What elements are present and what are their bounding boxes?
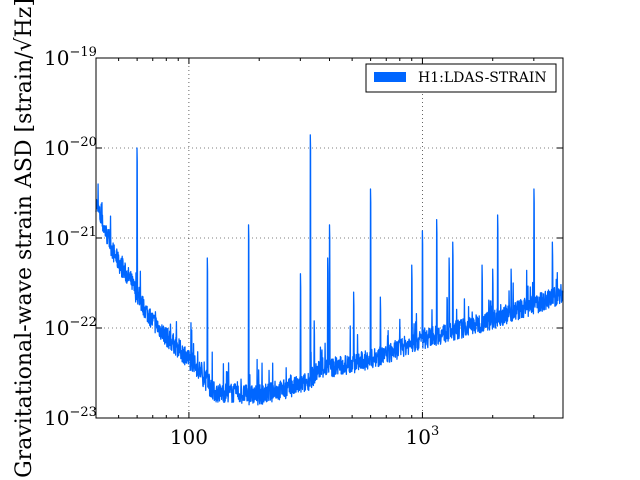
y-tick-label: 10−19 [44, 45, 97, 70]
x-tick-labels: 100 103 [170, 424, 439, 449]
legend: H1:LDAS-STRAIN [365, 63, 557, 93]
y-tick-label: 10−21 [44, 225, 97, 250]
x-tick-label: 100 [170, 425, 208, 449]
legend-label: H1:LDAS-STRAIN [418, 70, 547, 86]
y-tick-label: 10−22 [44, 315, 97, 340]
y-tick-label: 10−20 [44, 135, 97, 160]
y-tick-labels: 10−23 10−22 10−21 10−20 10−19 [44, 45, 97, 430]
strain-asd-line [95, 134, 564, 406]
plot-frame [95, 57, 564, 419]
legend-swatch [374, 72, 406, 82]
y-tick-label: 10−23 [44, 405, 97, 430]
y-axis-title: Gravitational-wave strain ASD [strain/√H… [12, 0, 37, 478]
x-tick-label: 103 [406, 424, 440, 449]
